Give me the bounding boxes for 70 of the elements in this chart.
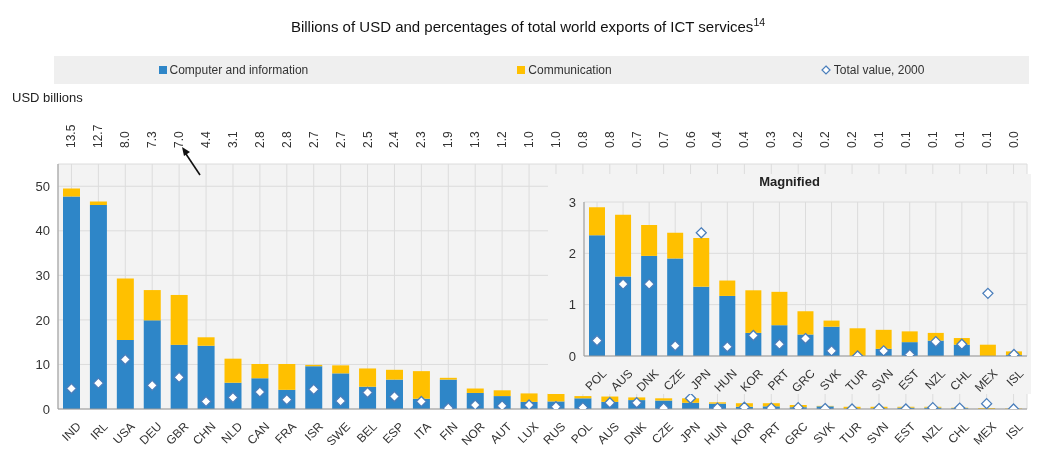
y-axis-title: USD billions <box>12 90 83 105</box>
y-tick-label: 1 <box>568 297 576 313</box>
text: 1.0 <box>522 130 537 148</box>
y-tick-label: 40 <box>35 223 50 239</box>
legend-label: Communication <box>527 63 612 77</box>
text: 0.2 <box>818 130 833 148</box>
text: 0.1 <box>898 130 913 148</box>
x-tick-label: ISR <box>302 419 327 444</box>
y-tick-label: 2 <box>568 245 576 261</box>
text: 12.7 <box>91 124 106 148</box>
x-tick-label: ITA <box>411 419 434 442</box>
text: 3.1 <box>225 130 240 148</box>
text: 1.0 <box>548 130 563 148</box>
text: 2.4 <box>387 130 402 148</box>
text: 0.3 <box>764 130 779 148</box>
text: 7.3 <box>145 130 160 148</box>
text: 8.0 <box>118 130 133 148</box>
text: 0.1 <box>871 130 886 148</box>
x-tick-label: ISL <box>1003 366 1027 390</box>
chart-title: Billions of USD and percentages of total world exports of ICT services$^{14}$ <box>290 16 766 35</box>
y-tick-label: 30 <box>35 267 50 283</box>
x-tick-label: USA <box>110 419 138 447</box>
y-tick-label: 3 <box>568 194 576 210</box>
y-tick-label: 50 <box>35 178 50 194</box>
text: 0.1 <box>952 130 967 148</box>
text: 1.2 <box>495 130 510 148</box>
text: 2.3 <box>414 130 429 148</box>
x-tick-label: POL <box>568 419 596 447</box>
text: 0.2 <box>845 130 860 148</box>
text: 0.8 <box>602 130 617 148</box>
text: 2.5 <box>360 130 375 148</box>
text: 0.7 <box>629 130 644 148</box>
y-tick-label: 20 <box>35 312 50 328</box>
y-tick-label: 0 <box>42 401 50 417</box>
text: 4.4 <box>199 130 214 148</box>
x-tick-label: TUR <box>837 419 865 447</box>
x-tick-label: ISL <box>1003 419 1027 443</box>
x-tick-label: CHL <box>947 366 975 394</box>
x-tick-label: FRA <box>272 419 300 447</box>
text: 0.1 <box>979 130 994 148</box>
x-tick-label: NZL <box>919 419 946 446</box>
text: 1.3 <box>468 130 483 148</box>
text: 1.9 <box>441 130 456 148</box>
text: 0.4 <box>737 130 752 148</box>
y-tick-label: 10 <box>35 357 50 373</box>
text: 0.7 <box>656 130 671 148</box>
x-tick-label: BEL <box>353 419 381 446</box>
text: 0.8 <box>575 130 590 148</box>
legend-label: Total value, 2000 <box>832 63 925 77</box>
text: 2.8 <box>252 130 267 148</box>
text: 0.1 <box>925 130 940 148</box>
text: 0.0 <box>1006 130 1021 148</box>
text: 0.2 <box>791 130 806 148</box>
x-tick-label: NZL <box>922 366 949 393</box>
text: 0.4 <box>710 130 725 148</box>
text: 7.0 <box>172 130 187 148</box>
legend-label: Computer and information <box>168 63 309 77</box>
chart-title: Magnified <box>758 174 821 189</box>
text: 2.8 <box>279 130 294 148</box>
text: 13.5 <box>64 124 79 148</box>
x-tick-label: IRL <box>87 419 111 443</box>
x-tick-label: CHL <box>945 419 973 447</box>
x-tick-label: IND <box>59 419 85 444</box>
y-tick-label: 0 <box>568 348 576 364</box>
text: 2.7 <box>333 130 348 148</box>
x-tick-label: TUR <box>842 366 871 394</box>
x-tick-label: POL <box>582 366 610 394</box>
text: 0.6 <box>683 130 698 148</box>
text: 2.7 <box>306 130 321 148</box>
x-tick-label: FIN <box>437 419 461 444</box>
